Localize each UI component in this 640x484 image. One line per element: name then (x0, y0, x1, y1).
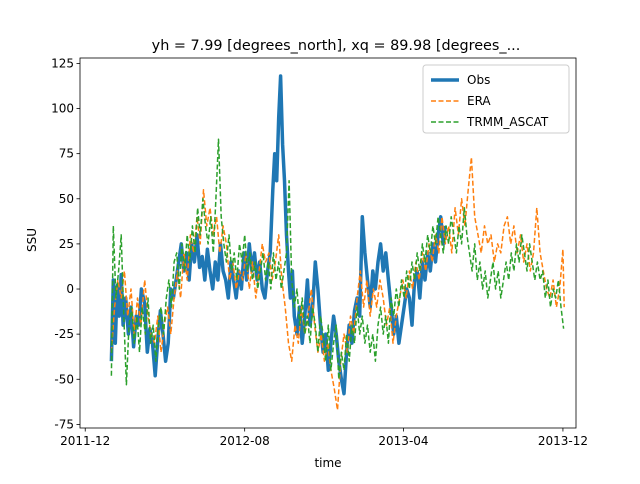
y-tick-label: 50 (59, 192, 74, 206)
x-tick-label: 2013-04 (378, 434, 428, 448)
legend-label-era: ERA (467, 94, 491, 108)
series-line-obs (109, 74, 448, 396)
series-line-trmm-ascat (110, 138, 565, 386)
y-tick-label: -50 (54, 372, 74, 386)
x-axis-ticks: 2011-12 2012-08 2013-04 2013-12 (60, 428, 588, 448)
y-tick-label: 100 (51, 102, 74, 116)
plot-frame (79, 57, 577, 429)
y-axis-label: SSU (25, 228, 39, 252)
series-line-era (110, 156, 565, 411)
x-tick-label: 2012-08 (220, 434, 270, 448)
legend: Obs ERA TRMM_ASCAT (422, 64, 570, 134)
y-tick-label: 25 (59, 237, 74, 251)
plot-area (109, 74, 565, 411)
y-axis-ticks: -75 -50 -25 0 25 50 75 100 125 (51, 56, 80, 431)
x-tick-label: 2013-12 (538, 434, 588, 448)
y-tick-label: 0 (66, 282, 74, 296)
y-tick-label: -75 (54, 417, 74, 431)
y-tick-label: -25 (54, 327, 74, 341)
legend-label-trmm-ascat: TRMM_ASCAT (466, 115, 549, 129)
y-tick-label: 125 (51, 56, 74, 70)
y-axis-label-group: SSU (25, 228, 39, 252)
legend-box (422, 64, 570, 134)
chart-title: yh = 7.99 [degrees_north], xq = 89.98 [d… (152, 38, 521, 54)
y-tick-label: 75 (59, 147, 74, 161)
x-axis-label: time (314, 456, 341, 470)
x-tick-label: 2011-12 (60, 434, 110, 448)
legend-label-obs: Obs (467, 73, 490, 87)
